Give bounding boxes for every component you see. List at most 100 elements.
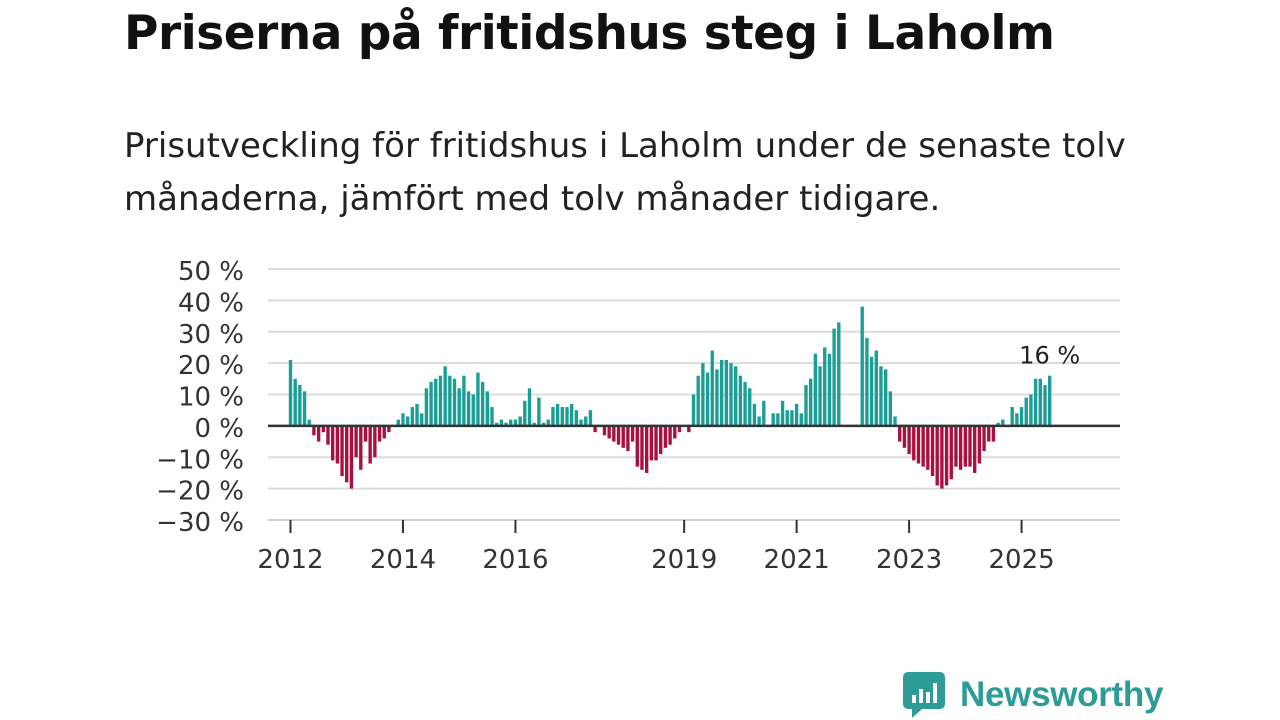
bar (696, 375, 700, 426)
bar (799, 413, 803, 426)
bar (1029, 394, 1033, 426)
bar (724, 359, 728, 426)
last-value-label: 16 % (1019, 342, 1080, 370)
bar (818, 366, 822, 426)
bar (808, 378, 813, 426)
bar (499, 419, 504, 426)
bar (462, 375, 466, 426)
bar (316, 425, 321, 442)
bar (977, 425, 982, 464)
y-tick-label: 40 % (178, 288, 244, 318)
x-tick-label: 2021 (764, 545, 830, 575)
x-tick-label: 2016 (482, 545, 548, 575)
bar (663, 425, 668, 448)
bar (363, 425, 368, 442)
labels: 50 %40 %30 %20 %10 %0 %−10 %−20 %−30 % 20… (156, 257, 1080, 575)
bar (865, 338, 869, 426)
bar (926, 425, 930, 470)
bar (780, 400, 785, 426)
bar (527, 388, 532, 426)
bar (621, 425, 625, 448)
bar (424, 388, 429, 426)
bar (921, 425, 925, 467)
bar (448, 375, 452, 426)
bar (602, 425, 607, 436)
bar (518, 416, 522, 426)
bar (584, 416, 588, 426)
bar (405, 416, 410, 426)
bar (349, 425, 354, 489)
bar (560, 407, 564, 426)
bar (523, 400, 527, 426)
bar (987, 425, 991, 442)
bar (1024, 397, 1028, 426)
bar (790, 410, 794, 426)
chart-subtitle: Prisutveckling för fritidshus i Laholm u… (124, 126, 1126, 219)
bar (401, 413, 405, 426)
bar (719, 359, 724, 426)
bar (312, 425, 316, 436)
bar (748, 388, 752, 426)
bar (490, 407, 494, 426)
y-tick-label: 0 % (194, 414, 244, 444)
bar (935, 425, 939, 486)
bar (345, 425, 349, 483)
y-tick-label: 10 % (178, 383, 244, 413)
bar (410, 407, 415, 426)
bar (954, 425, 958, 467)
bar (555, 403, 560, 426)
bar (1033, 378, 1038, 426)
bar (1010, 407, 1014, 426)
brand-name: Newsworthy (960, 675, 1164, 714)
bar (752, 403, 757, 426)
bar (729, 363, 733, 426)
brand-logo: Newsworthy (902, 670, 1163, 720)
bar (1038, 378, 1042, 426)
bar (616, 425, 621, 445)
bar (293, 378, 297, 426)
bar (429, 381, 433, 426)
bar (302, 391, 307, 426)
bar (438, 375, 443, 426)
x-tick-label: 2012 (257, 545, 323, 575)
bar (874, 350, 878, 426)
bar (330, 425, 335, 461)
bar (776, 413, 780, 426)
bar (930, 425, 935, 477)
bar (579, 419, 583, 426)
bar (612, 425, 616, 442)
bar (635, 425, 639, 467)
bar (607, 425, 611, 439)
bar (504, 422, 508, 426)
bar (551, 407, 555, 426)
bar (457, 388, 461, 426)
bar (949, 425, 953, 480)
bar (387, 425, 391, 433)
bar (659, 425, 663, 455)
bar (1015, 413, 1019, 426)
bar (771, 413, 775, 426)
bar (495, 422, 499, 426)
bar (673, 425, 677, 439)
bar (466, 391, 471, 426)
bar (912, 425, 916, 461)
bar (480, 381, 485, 426)
bar (794, 403, 799, 426)
bar (377, 425, 382, 442)
bar (415, 403, 419, 426)
bar (710, 350, 714, 426)
bar (373, 425, 377, 458)
bar (649, 425, 654, 461)
bar (630, 425, 635, 442)
x-tick-label: 2014 (370, 545, 436, 575)
y-tick-label: 30 % (178, 320, 244, 350)
bar (541, 422, 546, 426)
bar (963, 425, 967, 467)
x-tick-label: 2019 (651, 545, 717, 575)
bar (898, 425, 902, 442)
bar (991, 425, 996, 442)
chart-title: Priserna på fritidshus steg i Laholm (124, 6, 1055, 61)
bar (691, 394, 696, 426)
bar (813, 353, 818, 426)
